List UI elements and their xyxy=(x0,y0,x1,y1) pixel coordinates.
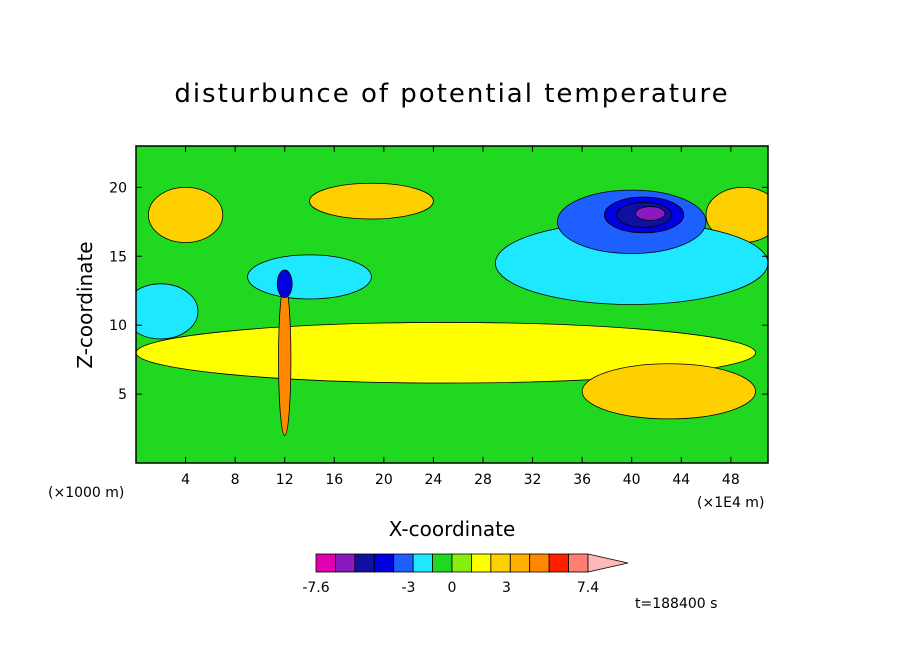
colorbar-swatch xyxy=(354,553,375,573)
x-tick-label: 44 xyxy=(672,472,690,488)
colorbar-swatch xyxy=(509,553,531,573)
y-ticks: 5 10 15 20 xyxy=(109,180,768,403)
colorbar-swatch xyxy=(315,553,336,573)
colorbar-swatch xyxy=(490,553,511,573)
colorbar-swatch xyxy=(393,553,414,573)
x-tick-label: 32 xyxy=(524,472,542,488)
colorbar-swatch xyxy=(548,553,569,573)
contour-region xyxy=(147,186,224,243)
colorbar-label: -3 xyxy=(401,580,415,596)
colorbar-swatch xyxy=(471,553,492,573)
x-unit-right: (×1E4 m) xyxy=(697,495,764,511)
colorbar: -7.6 -3 0 3 7.4 xyxy=(302,553,629,596)
colorbar-swatch xyxy=(335,553,356,573)
y-tick-label: 20 xyxy=(109,180,127,196)
contour-region xyxy=(136,283,199,340)
colorbar-swatch xyxy=(373,553,395,573)
x-tick-label: 40 xyxy=(623,472,641,488)
colorbar-swatch xyxy=(529,553,550,573)
chart-title: disturbunce of potential temperature xyxy=(174,79,729,109)
plot-frame xyxy=(135,145,769,464)
x-tick-label: 24 xyxy=(424,472,442,488)
colorbar-label: 3 xyxy=(502,580,511,596)
y-tick-label: 15 xyxy=(109,249,127,265)
x-unit-left: (×1000 m) xyxy=(48,485,124,501)
colorbar-label: 0 xyxy=(448,580,457,596)
x-tick-label: 8 xyxy=(231,472,240,488)
colorbar-swatch xyxy=(412,553,433,573)
x-tick-label: 20 xyxy=(375,472,393,488)
colorbar-swatch xyxy=(432,553,453,573)
contour-region xyxy=(247,254,372,300)
colorbar-arrow xyxy=(587,553,629,573)
y-tick-label: 5 xyxy=(118,387,127,403)
x-tick-label: 16 xyxy=(325,472,343,488)
x-tick-label: 36 xyxy=(573,472,591,488)
contour-region xyxy=(276,269,293,299)
contour-region xyxy=(635,206,666,221)
colorbar-label: 7.4 xyxy=(577,580,599,596)
x-tick-label: 4 xyxy=(181,472,190,488)
x-tick-label: 48 xyxy=(722,472,740,488)
colorbar-label: -7.6 xyxy=(302,580,329,596)
contour-region xyxy=(309,182,434,220)
contour-region xyxy=(278,283,292,436)
time-label: t=188400 s xyxy=(635,596,717,612)
y-axis-label: Z-coordinate xyxy=(73,241,97,368)
contour-region xyxy=(581,363,757,420)
x-tick-label: 28 xyxy=(474,472,492,488)
contour-regions xyxy=(136,182,768,436)
x-tick-label: 12 xyxy=(276,472,294,488)
colorbar-swatch xyxy=(568,553,589,573)
y-tick-label: 10 xyxy=(109,318,127,334)
x-axis-label: X-coordinate xyxy=(389,517,516,541)
colorbar-swatch xyxy=(451,553,472,573)
x-ticks: 4 8 12 16 20 24 28 32 36 40 44 48 xyxy=(181,146,740,488)
